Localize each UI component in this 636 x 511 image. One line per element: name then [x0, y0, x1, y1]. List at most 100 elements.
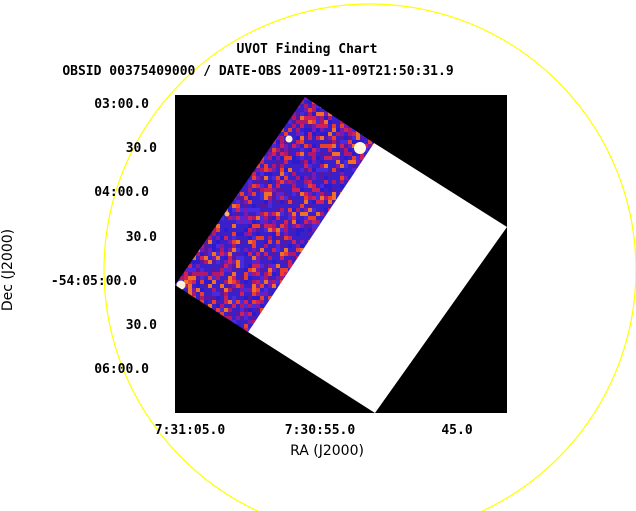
noise-pixel: [280, 144, 284, 148]
noise-pixel: [332, 192, 336, 196]
noise-pixel: [248, 264, 252, 268]
noise-pixel: [248, 288, 252, 292]
noise-pixel: [344, 148, 348, 152]
noise-pixel: [224, 236, 228, 240]
noise-pixel: [240, 256, 244, 260]
noise-pixel: [268, 200, 272, 204]
noise-pixel: [328, 120, 332, 124]
noise-pixel: [300, 100, 304, 104]
noise-pixel: [296, 192, 300, 196]
noise-pixel: [268, 196, 272, 200]
noise-pixel: [280, 272, 284, 276]
noise-pixel: [320, 172, 324, 176]
noise-pixel: [220, 312, 224, 316]
noise-pixel: [272, 224, 276, 228]
noise-pixel: [300, 168, 304, 172]
noise-pixel: [212, 300, 216, 304]
noise-pixel: [324, 116, 328, 120]
noise-pixel: [344, 128, 348, 132]
noise-pixel: [236, 268, 240, 272]
noise-pixel: [332, 156, 336, 160]
noise-pixel: [276, 264, 280, 268]
noise-pixel: [296, 116, 300, 120]
bright-source: [176, 280, 186, 290]
noise-pixel: [200, 272, 204, 276]
noise-pixel: [228, 256, 232, 260]
noise-pixel: [288, 120, 292, 124]
noise-pixel: [356, 156, 360, 160]
unexposed-region: [248, 143, 507, 413]
noise-pixel: [332, 136, 336, 140]
noise-pixel: [240, 316, 244, 320]
noise-pixel: [264, 192, 268, 196]
noise-pixel: [248, 252, 252, 256]
noise-pixel: [256, 252, 260, 256]
noise-pixel: [224, 260, 228, 264]
noise-pixel: [256, 256, 260, 260]
noise-pixel: [284, 252, 288, 256]
noise-pixel: [276, 216, 280, 220]
noise-pixel: [272, 252, 276, 256]
noise-pixel: [188, 264, 192, 268]
noise-pixel: [260, 192, 264, 196]
noise-pixel: [288, 156, 292, 160]
noise-pixel: [260, 212, 264, 216]
noise-pixel: [216, 240, 220, 244]
noise-pixel: [264, 172, 268, 176]
noise-pixel: [252, 208, 256, 212]
bright-source: [354, 142, 366, 154]
noise-pixel: [244, 272, 248, 276]
noise-pixel: [224, 300, 228, 304]
noise-pixel: [268, 296, 272, 300]
noise-pixel: [296, 140, 300, 144]
noise-pixel: [240, 304, 244, 308]
noise-pixel: [228, 288, 232, 292]
noise-pixel: [312, 108, 316, 112]
noise-pixel: [292, 120, 296, 124]
noise-pixel: [252, 296, 256, 300]
noise-pixel: [292, 240, 296, 244]
noise-pixel: [308, 176, 312, 180]
noise-pixel: [196, 252, 200, 256]
noise-pixel: [292, 112, 296, 116]
noise-pixel: [256, 212, 260, 216]
noise-pixel: [288, 252, 292, 256]
noise-pixel: [280, 156, 284, 160]
noise-pixel: [264, 188, 268, 192]
noise-pixel: [244, 220, 248, 224]
noise-pixel: [252, 256, 256, 260]
noise-pixel: [272, 148, 276, 152]
noise-pixel: [240, 216, 244, 220]
noise-pixel: [228, 252, 232, 256]
noise-pixel: [208, 240, 212, 244]
noise-pixel: [312, 196, 316, 200]
noise-pixel: [220, 236, 224, 240]
noise-pixel: [256, 168, 260, 172]
noise-pixel: [312, 168, 316, 172]
noise-pixel: [268, 168, 272, 172]
noise-pixel: [268, 276, 272, 280]
noise-pixel: [300, 244, 304, 248]
noise-pixel: [240, 240, 244, 244]
noise-pixel: [220, 264, 224, 268]
noise-pixel: [212, 292, 216, 296]
noise-pixel: [244, 204, 248, 208]
noise-pixel: [248, 240, 252, 244]
noise-pixel: [272, 272, 276, 276]
noise-pixel: [344, 164, 348, 168]
noise-pixel: [244, 228, 248, 232]
noise-pixel: [212, 260, 216, 264]
noise-pixel: [264, 272, 268, 276]
noise-pixel: [284, 156, 288, 160]
noise-pixel: [240, 264, 244, 268]
noise-pixel: [308, 164, 312, 168]
noise-pixel: [292, 220, 296, 224]
noise-pixel: [196, 272, 200, 276]
y-tick-label: 03:00.0: [94, 97, 149, 112]
noise-pixel: [312, 184, 316, 188]
noise-pixel: [344, 124, 348, 128]
noise-pixel: [248, 216, 252, 220]
noise-pixel: [244, 328, 248, 332]
noise-pixel: [292, 200, 296, 204]
